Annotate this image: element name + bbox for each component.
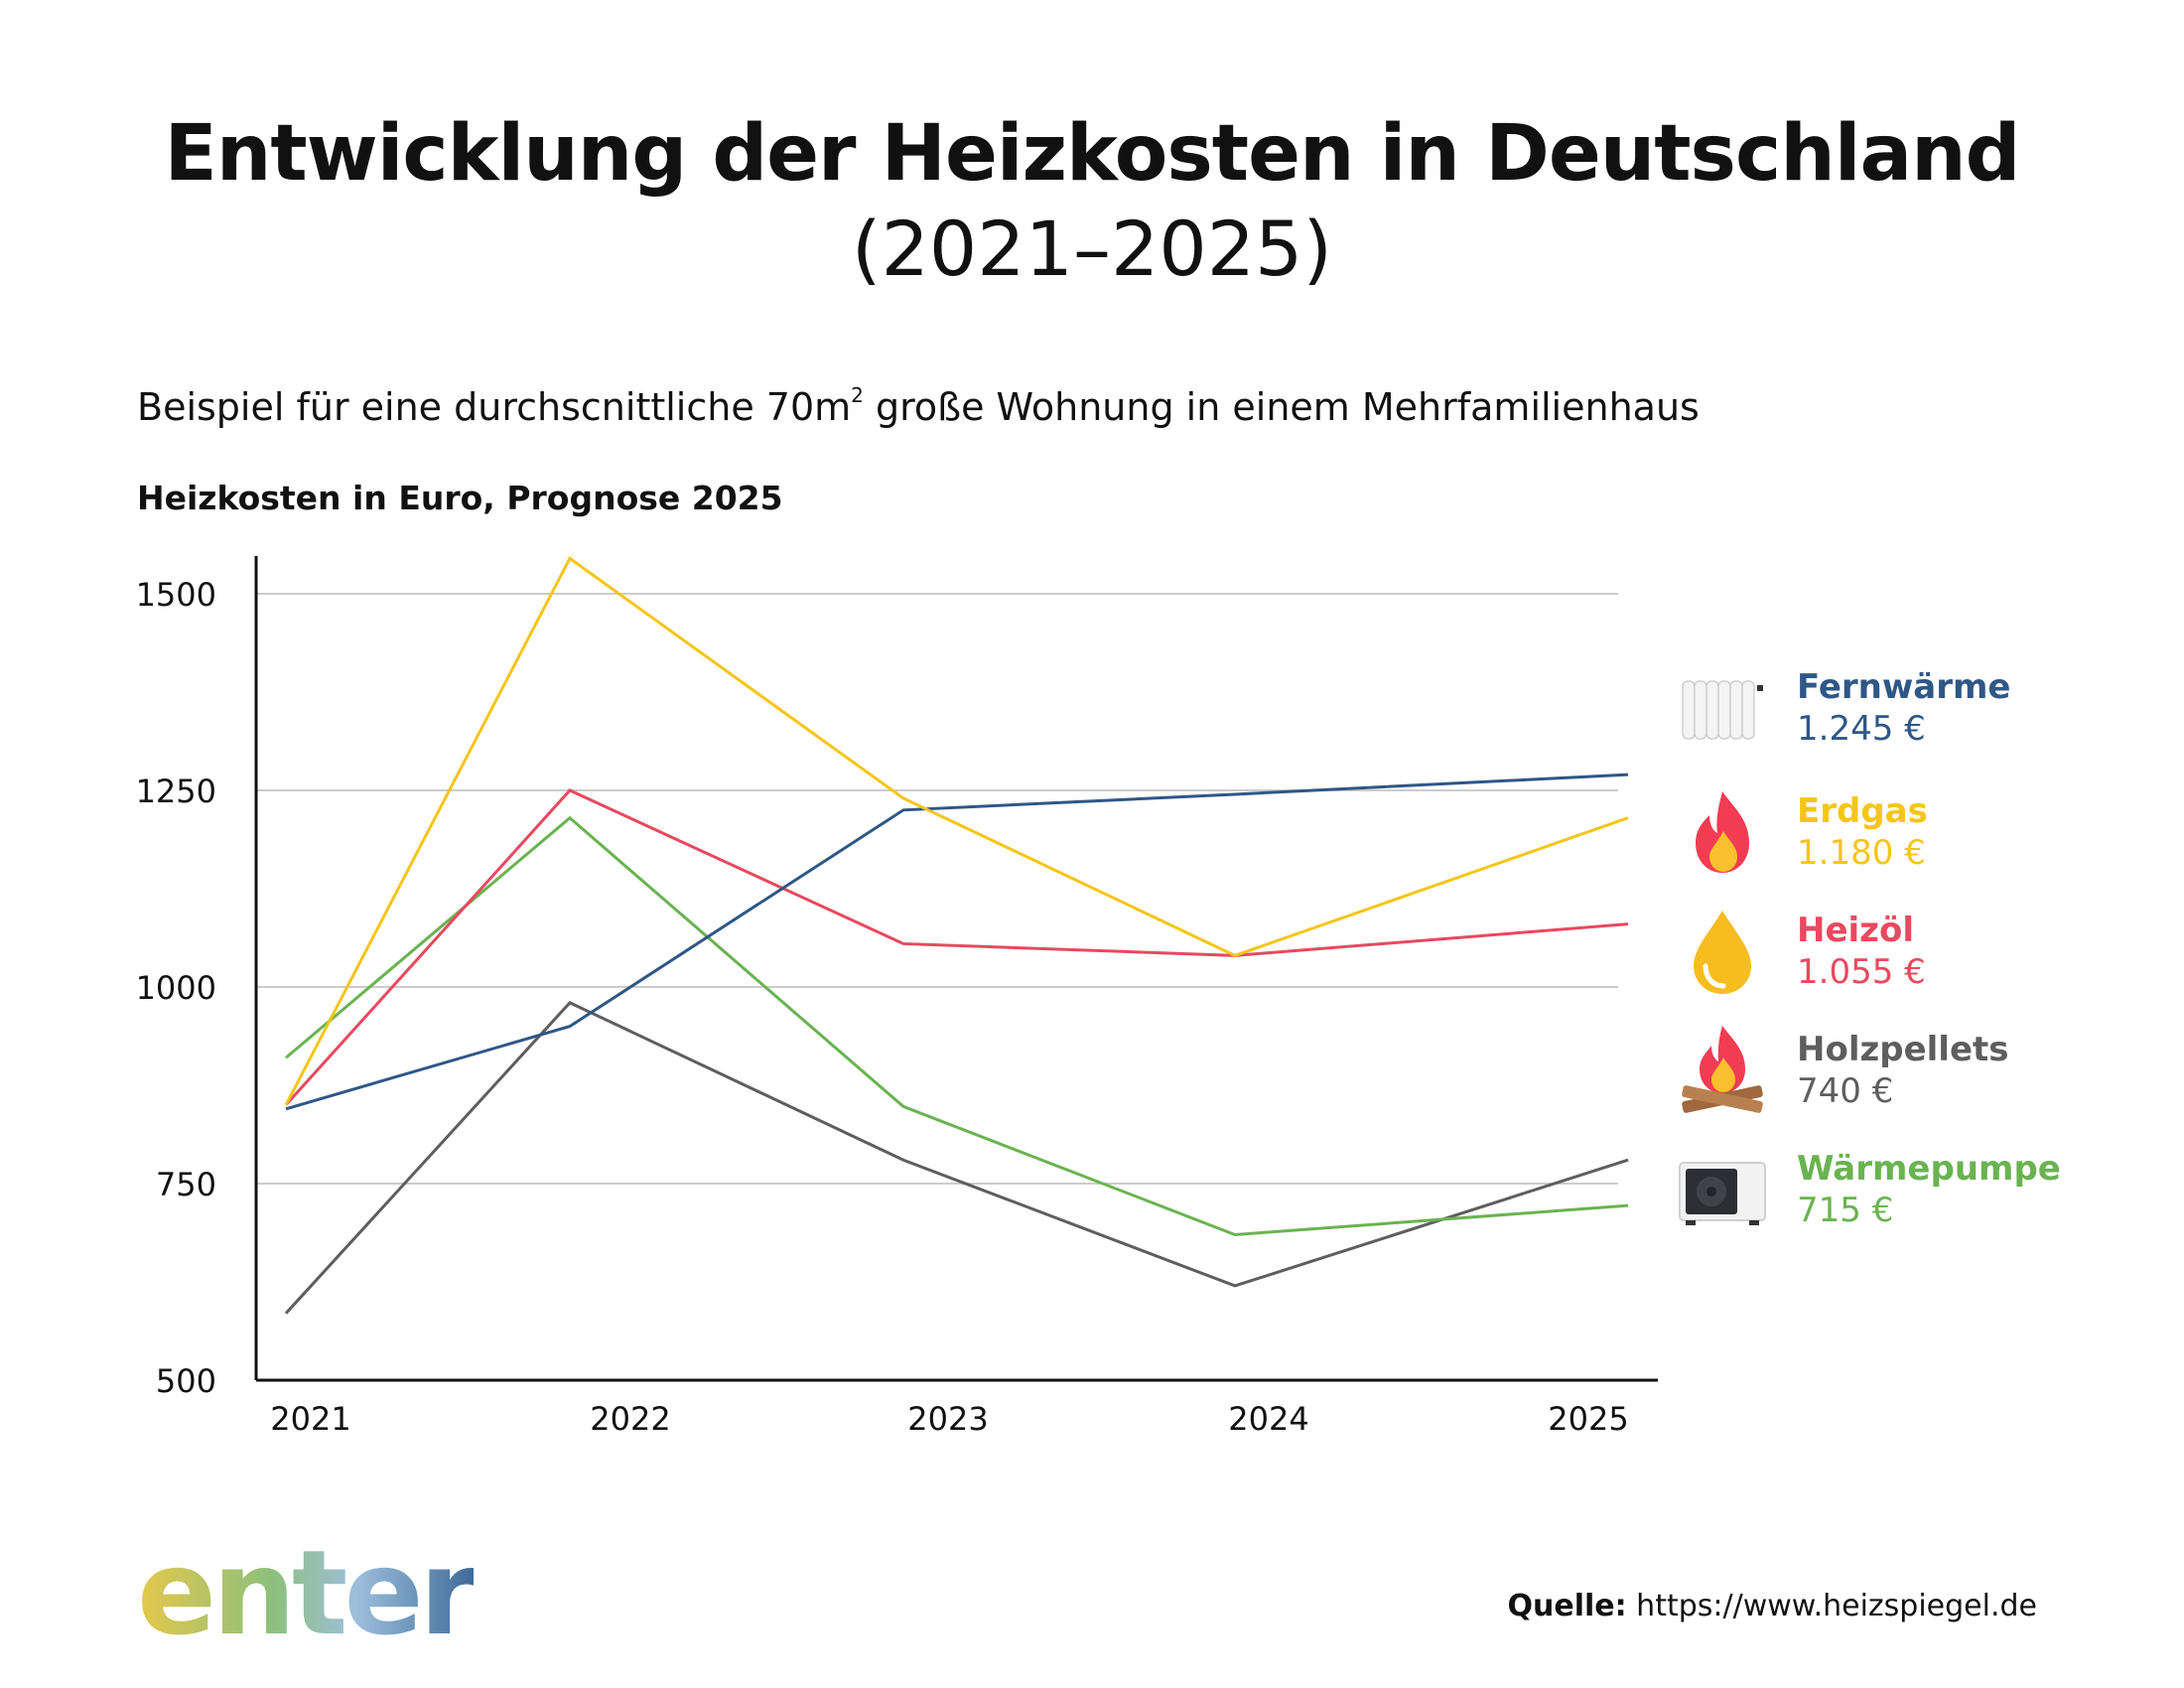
chart-subtitle: Beispiel für eine durchscnittliche 70m2 …: [137, 383, 1700, 429]
legend-value: 1.180 €: [1797, 833, 1926, 873]
y-axis-label: Heizkosten in Euro, Prognose 2025: [137, 479, 783, 517]
subtitle-superscript: 2: [851, 383, 864, 407]
legend-value: 740 €: [1797, 1071, 1894, 1111]
y-tick-label: 750: [156, 1166, 216, 1203]
series-line-holzpellets: [284, 1001, 1629, 1315]
x-tick-label: 2024: [1228, 1400, 1308, 1438]
source-note: Quelle: https://www.heizspiegel.de: [1508, 1589, 2037, 1623]
legend-name: Heizöl: [1797, 911, 1914, 950]
legend-name: Wärmepumpe: [1797, 1149, 2061, 1189]
source-label: Quelle:: [1507, 1589, 1627, 1623]
series-line-heizöl: [284, 788, 1629, 1106]
subtitle-text: Beispiel für eine durchscnittliche 70m: [137, 385, 852, 429]
series-line-wärmepumpe: [285, 815, 1629, 1237]
x-tick-label: 2025: [1548, 1400, 1628, 1438]
oil-drop-icon: [1694, 911, 1751, 994]
legend-name: Erdgas: [1797, 791, 1928, 831]
legend-item-holzpellets: Holzpellets 740 €: [1678, 1018, 2095, 1127]
series-line-fernwärme: [285, 773, 1629, 1111]
y-tick-label: 1500: [136, 576, 216, 614]
y-tick-label: 500: [156, 1362, 216, 1400]
subtitle-text-end: große Wohnung in einem Mehrfamilienhaus: [863, 385, 1700, 429]
source-url: https://www.heizspiegel.de: [1626, 1589, 2037, 1623]
legend-value: 1.055 €: [1797, 952, 1926, 992]
gas-flame-icon: [1696, 791, 1749, 873]
heat-pump-icon: [1679, 1162, 1766, 1225]
series-line-erdgas: [284, 556, 1629, 1106]
legend-name: Holzpellets: [1797, 1030, 2009, 1069]
chart-title: Entwicklung der Heizkosten in Deutschlan…: [164, 109, 2021, 199]
x-tick-label: 2023: [907, 1400, 988, 1438]
x-tick-label: 2022: [590, 1400, 670, 1438]
enter-logo: enter: [137, 1524, 478, 1661]
legend-value: 715 €: [1797, 1191, 1894, 1230]
legend-item-waermepumpe: Wärmepumpe 715 €: [1678, 1137, 2095, 1246]
radiator-icon: [1682, 680, 1763, 740]
legend-name: Fernwärme: [1797, 667, 2011, 707]
x-tick-label: 2021: [270, 1400, 350, 1438]
y-tick-label: 1000: [136, 969, 216, 1007]
campfire-icon: [1682, 1026, 1763, 1113]
y-tick-label: 1250: [136, 773, 216, 810]
legend-value: 1.245 €: [1797, 709, 1926, 749]
legend-item-erdgas: Erdgas 1.180 €: [1678, 779, 2095, 889]
legend-item-fernwaerme: Fernwärme 1.245 €: [1678, 655, 2095, 765]
chart-title-years: (2021–2025): [851, 205, 1333, 293]
legend-item-heizoel: Heizöl 1.055 €: [1678, 899, 2095, 1008]
